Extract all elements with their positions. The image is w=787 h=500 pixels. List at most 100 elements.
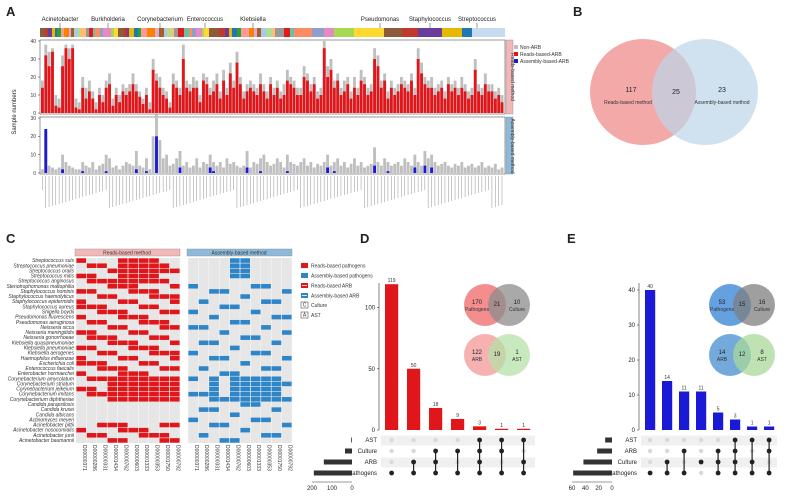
heat-cell-reads <box>97 361 107 366</box>
bottom-y-axis: 0 10 20 30 <box>30 116 40 177</box>
bar-reads-arb <box>497 95 501 113</box>
bar-nonarb <box>399 165 403 173</box>
heat-cell-reads <box>76 273 87 279</box>
bar-nonarb <box>483 167 487 173</box>
genus-strip-segment <box>354 28 384 37</box>
venn-assembly-circle <box>652 39 758 145</box>
heat-cell-reads <box>149 345 159 351</box>
bar-reads-arb <box>178 95 182 113</box>
legend-swatch-assembly <box>514 59 518 63</box>
heatmap-row-label: Corynebacterium jeikeium <box>16 387 74 393</box>
heatmap-row-label: Neisseria sicca <box>40 325 74 331</box>
heat-cell-assembly <box>261 381 271 387</box>
genus-strip-segment <box>209 28 219 37</box>
heat-cell-assembly <box>240 386 251 392</box>
bar-nonarb <box>242 165 246 173</box>
heat-cell-assembly <box>281 397 292 402</box>
genus-strip-segment <box>171 28 174 37</box>
heatmap-row-label: Corynebacterium striatum <box>17 381 74 387</box>
upset-dot-filled <box>732 459 738 465</box>
bar-reads-arb <box>161 95 165 113</box>
upset-bar-label: 14 <box>664 375 670 381</box>
bar-reads-arb <box>379 87 383 113</box>
heat-cell-reads <box>107 376 118 382</box>
bar-reads-arb <box>195 87 199 113</box>
heat-cell-assembly <box>261 397 271 402</box>
bar-reads-arb <box>232 87 236 113</box>
venn-top-both: 21 <box>494 302 501 308</box>
genus-strip-segment <box>78 28 80 37</box>
heatmap-col-label: D00000603 <box>133 445 139 471</box>
legend-c-read-arb: Reads-based ARB <box>311 284 353 290</box>
bar-nonarb <box>232 162 236 173</box>
upset-dot-filled <box>732 470 738 476</box>
heat-cell-assembly <box>229 258 240 263</box>
heat-cell-reads <box>138 278 149 284</box>
upset-set-label: ARB <box>365 460 377 466</box>
heat-cell-assembly <box>240 402 251 407</box>
genus-strip-segment <box>89 28 93 37</box>
genus-strip-segment <box>48 28 52 37</box>
heat-cell-reads <box>107 422 118 428</box>
bar-reads-arb <box>61 66 64 113</box>
heat-cell-assembly <box>271 376 282 382</box>
bar-nonarb <box>215 165 219 173</box>
heat-cell-reads <box>97 294 107 299</box>
heat-cell-assembly <box>229 397 240 402</box>
heat-cell-reads <box>159 319 170 325</box>
heat-cell-reads <box>169 376 180 382</box>
bar-reads-arb <box>202 80 205 113</box>
genus-strip-segment <box>275 28 284 37</box>
genus-strip-segment <box>294 28 312 37</box>
bar-reads-arb <box>487 91 491 113</box>
upset-set-size-tick: 0 <box>610 486 614 492</box>
heat-cell-assembly <box>209 391 219 397</box>
bar-reads-arb <box>373 59 377 113</box>
heat-cell-assembly <box>240 427 251 433</box>
genus-strip-segment <box>80 28 86 37</box>
heatmap-row-label: Haemophilus influenzae <box>21 356 75 362</box>
upset-set-label: AST <box>625 438 637 444</box>
bar-nonarb <box>94 102 98 113</box>
bar-assembly-arb <box>81 171 85 173</box>
heat-cell-assembly <box>271 340 282 346</box>
heat-cell-assembly <box>240 376 251 382</box>
upset-dot-empty <box>455 437 460 443</box>
venn-top-a-label: Pathogens <box>710 307 734 313</box>
heat-cell-assembly <box>198 325 209 330</box>
heat-cell-assembly <box>209 386 219 392</box>
heatmap-row-label: Escherichia coli <box>39 361 75 367</box>
heat-cell-assembly <box>198 433 209 438</box>
heat-cell-reads <box>117 427 128 433</box>
bar-nonarb <box>205 163 209 173</box>
bar-assembly-arb <box>145 171 148 173</box>
upset-dot-filled <box>477 437 482 443</box>
bar-nonarb <box>252 162 256 173</box>
bar-reads-arb <box>450 91 454 113</box>
heat-cell-assembly <box>240 361 251 366</box>
bar-reads-arb <box>91 98 95 113</box>
bar-reads-arb <box>312 84 316 113</box>
heat-cell-reads <box>76 299 87 304</box>
bar-nonarb <box>141 167 145 173</box>
bar-reads-arb <box>249 87 252 113</box>
genus-strip-segment <box>141 28 147 37</box>
heat-cell-reads <box>117 263 128 268</box>
y-tick-label: 40 <box>30 39 36 45</box>
bar-reads-arb <box>369 91 373 113</box>
heat-cell-reads <box>76 314 87 320</box>
genus-strip-segment <box>174 28 178 37</box>
heatmap-row-label: Neisseria gonorrhoeae <box>23 335 74 341</box>
bar-nonarb <box>477 165 481 173</box>
heat-cell-reads <box>107 391 118 397</box>
heat-cell-reads <box>117 268 128 274</box>
bar-reads-arb <box>383 80 387 113</box>
bar-reads-arb <box>279 98 283 113</box>
heat-cell-reads <box>159 294 170 299</box>
bar-nonarb <box>282 167 286 173</box>
heatmap-col-label: D00001750 <box>164 445 170 471</box>
upset-y-tick-label: 0 <box>372 428 376 434</box>
bar-reads-arb <box>353 87 356 113</box>
bar-reads-arb <box>64 48 68 114</box>
heat-cell-reads <box>107 386 118 392</box>
